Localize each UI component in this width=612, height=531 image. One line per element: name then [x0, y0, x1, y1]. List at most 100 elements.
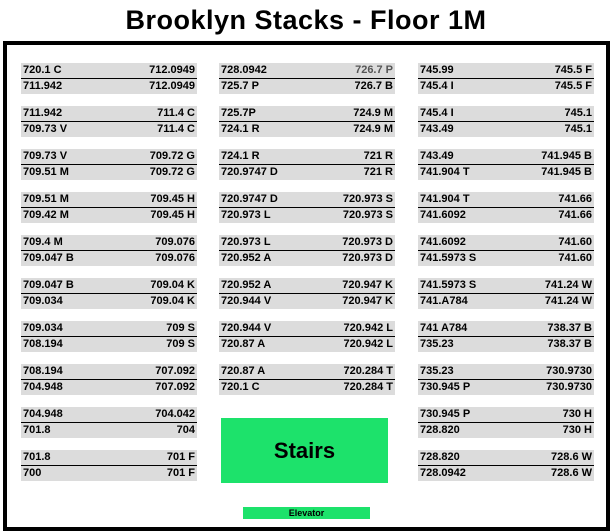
call-number-range: 720.973 L 720.973 S — [219, 208, 395, 223]
call-number-range: 720.87 A 720.284 T — [219, 364, 395, 380]
call-number-range: 709.047 B 709.076 — [21, 251, 197, 266]
stack-unit: 735.23 730.9730 730.945 P 730.9730 — [418, 364, 594, 407]
range-end: 711.4 C — [157, 123, 195, 135]
range-start: 745.99 — [420, 64, 454, 76]
range-end: 712.0949 — [149, 64, 195, 76]
range-end: 724.9 M — [353, 107, 393, 119]
stack-unit: 728.0942 726.7 P 725.7 P 726.7 B — [219, 63, 395, 106]
range-start: 745.4 I — [420, 80, 454, 92]
range-start: 741.904 T — [420, 193, 470, 205]
call-number-range: 720.952 A 720.973 D — [219, 251, 395, 266]
call-number-range: 730.945 P 730.9730 — [418, 380, 594, 395]
range-end: 745.1 — [564, 107, 592, 119]
call-number-range: 720.9747 D 720.973 S — [219, 192, 395, 208]
range-start: 743.49 — [420, 123, 454, 135]
range-start: 709.73 V — [23, 150, 68, 162]
call-number-range: 728.820 730 H — [418, 423, 594, 438]
range-start: 701.8 — [23, 451, 51, 463]
call-number-range: 701.8 701 F — [21, 450, 197, 466]
call-number-range: 741.6092 741.60 — [418, 235, 594, 251]
call-number-range: 724.1 R 724.9 M — [219, 122, 395, 137]
stack-unit: 709.73 V 709.72 G 709.51 M 709.72 G — [21, 149, 197, 192]
call-number-range: 745.99 745.5 F — [418, 63, 594, 79]
range-end: 741.66 — [558, 209, 592, 221]
stack-unit: 741.904 T 741.66 741.6092 741.66 — [418, 192, 594, 235]
call-number-range: 741.5973 S 741.60 — [418, 251, 594, 266]
range-end: 720.973 S — [342, 209, 393, 221]
range-start: 709.047 B — [23, 279, 74, 291]
range-end: 707.092 — [155, 381, 195, 393]
range-start: 701.8 — [23, 424, 51, 436]
range-end: 709.72 G — [149, 150, 195, 162]
page-title: Brooklyn Stacks - Floor 1M — [125, 5, 487, 35]
range-start: 700 — [23, 467, 42, 479]
range-start: 728.820 — [420, 424, 460, 436]
range-start: 741.904 T — [420, 166, 470, 178]
range-start: 720.944 V — [221, 295, 272, 307]
stack-unit: 704.948 704.042 701.8 704 — [21, 407, 197, 450]
call-number-range: 720.952 A 720.947 K — [219, 278, 395, 294]
call-number-range: 730.945 P 730 H — [418, 407, 594, 423]
call-number-range: 709.4 M 709.076 — [21, 235, 197, 251]
range-end: 711.4 C — [157, 107, 195, 119]
call-number-range: 701.8 704 — [21, 423, 197, 438]
range-start: 720.87 A — [221, 338, 266, 350]
call-number-range: 711.942 711.4 C — [21, 106, 197, 122]
call-number-range: 720.1 C 712.0949 — [21, 63, 197, 79]
stack-column-3: 745.99 745.5 F 745.4 I 745.5 F 745.4 I 745.1 7… — [418, 63, 594, 493]
range-end: 709.45 H — [150, 193, 195, 205]
call-number-range: 745.4 I 745.5 F — [418, 79, 594, 94]
range-start: 728.820 — [420, 451, 460, 463]
range-end: 709.04 K — [150, 279, 195, 291]
stack-unit: 720.944 V 720.942 L 720.87 A 720.942 L — [219, 321, 395, 364]
range-start: 730.945 P — [420, 381, 471, 393]
range-start: 708.194 — [23, 365, 63, 377]
call-number-range: 728.820 728.6 W — [418, 450, 594, 466]
range-start: 725.7 P — [221, 80, 259, 92]
call-number-range: 709.034 709 S — [21, 321, 197, 337]
call-number-range: 725.7P 724.9 M — [219, 106, 395, 122]
range-end: 745.1 — [564, 123, 592, 135]
stack-unit: 711.942 711.4 C 709.73 V 711.4 C — [21, 106, 197, 149]
call-number-range: 741.6092 741.66 — [418, 208, 594, 223]
range-start: 735.23 — [420, 365, 454, 377]
range-start: 724.1 R — [221, 150, 260, 162]
stack-unit: 741.5973 S 741.24 W 741.A784 741.24 W — [418, 278, 594, 321]
range-start: 745.4 I — [420, 107, 454, 119]
range-start: 711.942 — [23, 107, 63, 119]
range-end: 741.60 — [558, 236, 592, 248]
stack-unit: 720.1 C 712.0949 711.942 712.0949 — [21, 63, 197, 106]
range-end: 741.24 W — [544, 295, 592, 307]
range-start: 720.1 C — [23, 64, 62, 76]
call-number-range: 709.42 M 709.45 H — [21, 208, 197, 223]
call-number-range: 720.944 V 720.942 L — [219, 321, 395, 337]
range-end: 720.942 L — [343, 322, 393, 334]
range-end: 709.72 G — [149, 166, 195, 178]
range-end: 730.9730 — [546, 381, 592, 393]
call-number-range: 709.034 709.04 K — [21, 294, 197, 309]
range-start: 741.6092 — [420, 236, 466, 248]
stack-unit: 728.820 728.6 W 728.0942 728.6 W — [418, 450, 594, 493]
call-number-range: 735.23 738.37 B — [418, 337, 594, 352]
range-start: 704.948 — [23, 408, 63, 420]
range-start: 741.5973 S — [420, 279, 477, 291]
call-number-range: 741.904 T 741.945 B — [418, 165, 594, 180]
call-number-range: 720.973 L 720.973 D — [219, 235, 395, 251]
range-end: 709 S — [166, 338, 195, 350]
range-end: 720.973 D — [342, 236, 393, 248]
range-start: 711.942 — [23, 80, 63, 92]
call-number-range: 725.7 P 726.7 B — [219, 79, 395, 94]
range-start: 724.1 R — [221, 123, 260, 135]
call-number-range: 709.73 V 711.4 C — [21, 122, 197, 137]
range-start: 720.9747 D — [221, 193, 278, 205]
call-number-range: 711.942 712.0949 — [21, 79, 197, 94]
range-end: 709.45 H — [150, 209, 195, 221]
range-end: 720.947 K — [342, 295, 393, 307]
range-end: 741.945 B — [541, 150, 592, 162]
range-start: 728.0942 — [221, 64, 267, 76]
call-number-range: 728.0942 726.7 P — [219, 63, 395, 79]
stairs-block: Stairs — [221, 418, 388, 483]
call-number-range: 741 A784 738.37 B — [418, 321, 594, 337]
call-number-range: 720.87 A 720.942 L — [219, 337, 395, 352]
stack-column-1: 720.1 C 712.0949 711.942 712.0949 711.942 711… — [21, 63, 197, 493]
